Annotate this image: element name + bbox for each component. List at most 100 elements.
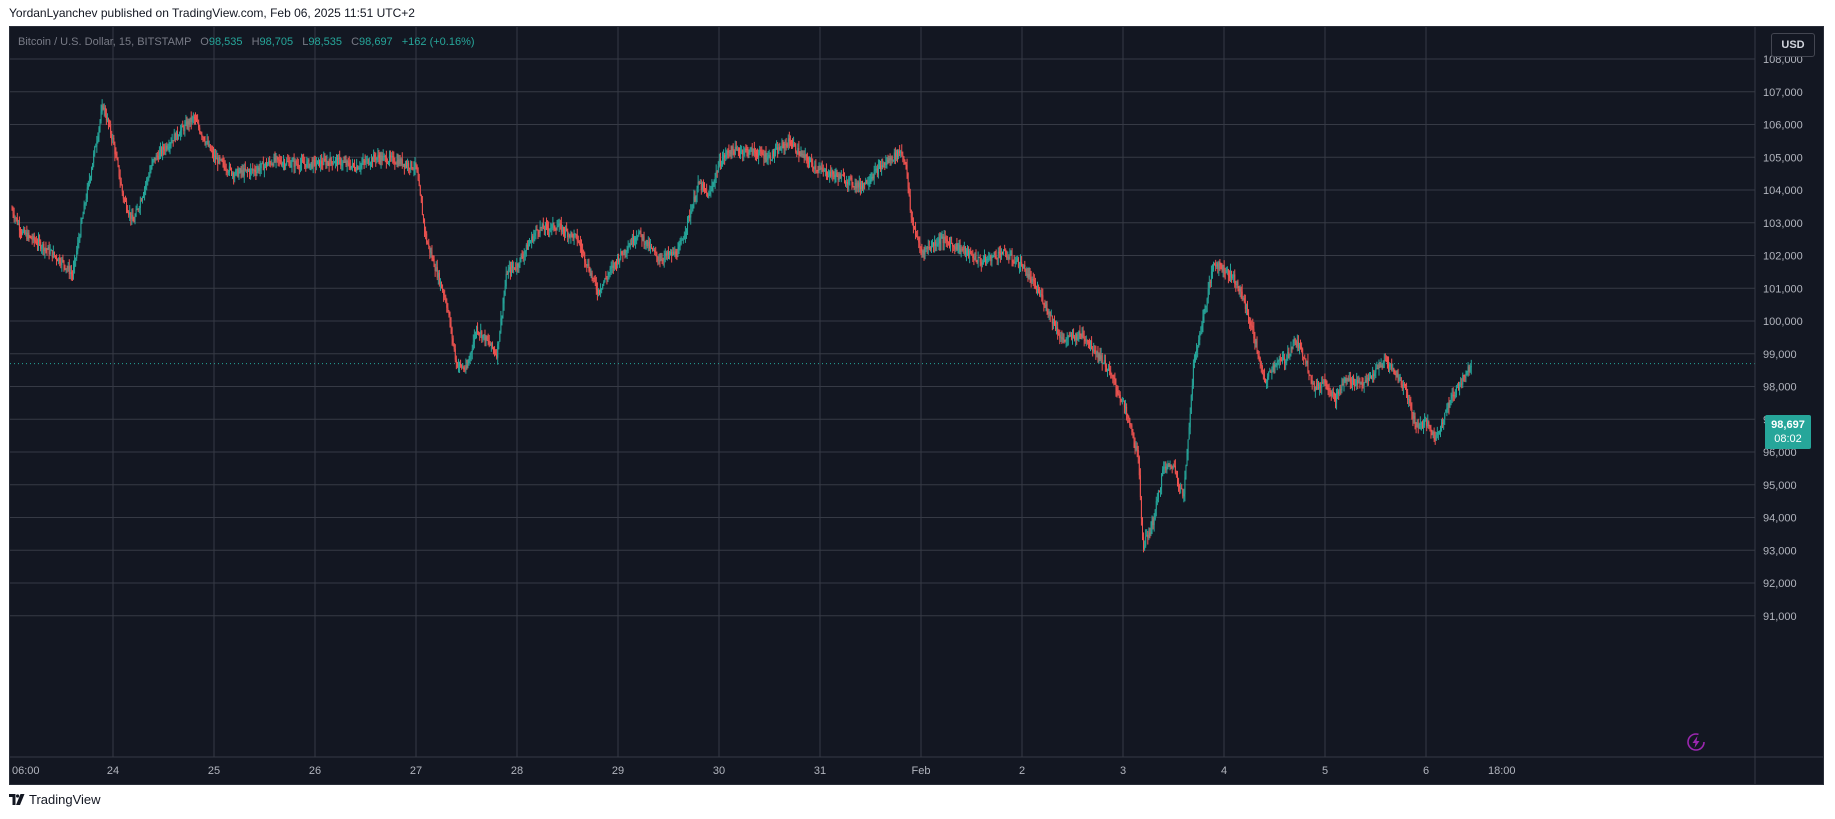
candle-body bbox=[1347, 378, 1349, 381]
chart-area[interactable]: 91,00092,00093,00094,00095,00096,00097,0… bbox=[9, 26, 1824, 785]
candle-body bbox=[887, 160, 889, 163]
candle-body bbox=[829, 171, 831, 177]
currency-button[interactable]: USD bbox=[1771, 33, 1815, 57]
candle-body bbox=[1374, 372, 1376, 377]
candle-body bbox=[256, 169, 258, 174]
candle-body bbox=[1263, 374, 1265, 381]
candle-body bbox=[840, 174, 842, 179]
candle-body bbox=[940, 238, 942, 244]
candle-body bbox=[507, 269, 509, 275]
candle-body bbox=[1463, 374, 1465, 377]
candle-body bbox=[320, 160, 322, 167]
candle-body bbox=[35, 241, 37, 245]
candle-body bbox=[1205, 305, 1207, 307]
candle-body bbox=[629, 243, 631, 247]
candle-body bbox=[583, 251, 585, 254]
candle-body bbox=[254, 169, 256, 172]
candle-body bbox=[518, 265, 520, 267]
candle-body bbox=[1003, 249, 1005, 255]
candle-body bbox=[512, 265, 514, 268]
candle-body bbox=[1125, 406, 1127, 408]
candle-body bbox=[1179, 485, 1181, 489]
candle-body bbox=[1169, 464, 1171, 466]
candle-body bbox=[1063, 338, 1065, 340]
price-scale[interactable]: 91,00092,00093,00094,00095,00096,00097,0… bbox=[1763, 54, 1803, 623]
candle-body bbox=[1272, 365, 1274, 373]
candle-body bbox=[837, 175, 839, 181]
price-tick-label: 98,000 bbox=[1763, 382, 1797, 394]
candle-body bbox=[136, 209, 138, 211]
candle-body bbox=[532, 236, 534, 242]
candle-body bbox=[498, 341, 500, 344]
candle-body bbox=[1225, 270, 1227, 273]
candle-body bbox=[567, 230, 569, 237]
candle-body bbox=[1083, 337, 1085, 339]
candle-body bbox=[1116, 389, 1118, 391]
tradingview-logo[interactable]: TradingView bbox=[9, 792, 101, 807]
candle-body bbox=[1200, 332, 1202, 334]
footer-brand: TradingView bbox=[29, 792, 101, 807]
candle-body bbox=[623, 250, 625, 255]
legend-high-label: H bbox=[251, 36, 260, 48]
price-chart[interactable]: 91,00092,00093,00094,00095,00096,00097,0… bbox=[10, 27, 1823, 784]
candle-body bbox=[1409, 399, 1411, 404]
candle-body bbox=[1181, 487, 1183, 489]
candle-body bbox=[456, 363, 458, 368]
candle-body bbox=[194, 118, 196, 120]
candle-body bbox=[437, 273, 439, 278]
candle-body bbox=[1304, 358, 1306, 360]
candle-body bbox=[369, 163, 371, 165]
candle-body bbox=[554, 228, 556, 230]
candle-body bbox=[445, 297, 447, 302]
candle-body bbox=[775, 149, 777, 154]
candle-body bbox=[14, 217, 16, 219]
candle-body bbox=[912, 220, 914, 228]
candle-body bbox=[293, 160, 295, 168]
candle-body bbox=[841, 174, 843, 176]
candle-body bbox=[817, 170, 819, 172]
candle-body bbox=[1127, 413, 1129, 417]
candle-body bbox=[358, 168, 360, 170]
candle-body bbox=[272, 163, 274, 166]
candle-body bbox=[23, 229, 25, 232]
candle-body bbox=[1162, 469, 1164, 476]
candle-body bbox=[193, 116, 195, 119]
candle-body bbox=[1006, 254, 1008, 259]
candle-body bbox=[1377, 368, 1379, 370]
lightning-icon[interactable] bbox=[1685, 731, 1707, 753]
candle-body bbox=[1106, 370, 1108, 372]
candle-body bbox=[529, 243, 531, 245]
candle-body bbox=[1453, 395, 1455, 397]
candle-body bbox=[736, 148, 738, 150]
candle-body bbox=[824, 169, 826, 171]
candle-body bbox=[1426, 418, 1428, 427]
candle-body bbox=[712, 184, 714, 186]
candle-body bbox=[273, 156, 275, 166]
candle-body bbox=[905, 164, 907, 166]
candle-body bbox=[179, 135, 181, 137]
candle-body bbox=[182, 125, 184, 128]
candle-body bbox=[86, 187, 88, 199]
candle-body bbox=[1455, 387, 1457, 395]
candle-body bbox=[579, 242, 581, 247]
candle-body bbox=[1431, 431, 1433, 435]
candle-body bbox=[1033, 279, 1035, 282]
candle-body bbox=[808, 161, 810, 164]
candle-body bbox=[205, 141, 207, 144]
candle-body bbox=[584, 253, 586, 262]
time-scale[interactable]: 06:00 24 25 26 27 28 29 30 31 Feb 2 3 4 5 6 18:00 bbox=[12, 765, 1516, 777]
candle-body bbox=[21, 232, 23, 234]
candle-body bbox=[1045, 303, 1047, 307]
candle-body bbox=[928, 246, 930, 249]
candle-body bbox=[728, 151, 730, 153]
candle-body bbox=[558, 223, 560, 227]
candle-body bbox=[114, 144, 116, 155]
candle-body bbox=[780, 149, 782, 151]
candle-body bbox=[1073, 334, 1075, 337]
candle-body bbox=[673, 251, 675, 255]
candle-body bbox=[131, 214, 133, 220]
candle-body bbox=[1241, 291, 1243, 300]
candle-body bbox=[1016, 258, 1018, 262]
candle-body bbox=[568, 234, 570, 237]
candle-body bbox=[799, 155, 801, 157]
